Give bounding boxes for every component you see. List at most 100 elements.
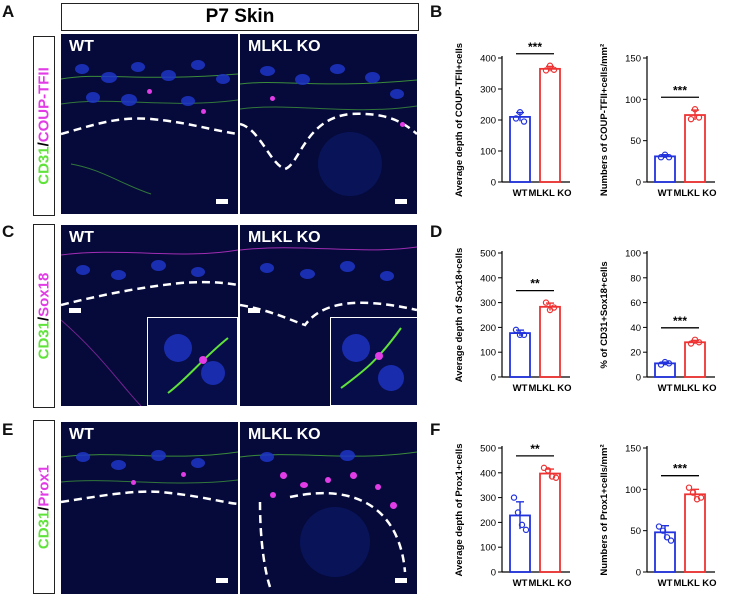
bar-ko: [684, 114, 706, 183]
y-tick-label: 40: [630, 323, 641, 334]
scale-bar: [395, 199, 407, 204]
y-tick-label: 500: [480, 444, 496, 455]
y-tick-label: 300: [480, 493, 496, 504]
y-tick-label: 0: [636, 568, 641, 579]
y-tick-label: 60: [630, 298, 641, 309]
row-marker-label-3: CD31/Prox1: [35, 464, 53, 550]
genotype-label: MLKL KO: [248, 38, 321, 55]
data-point: [667, 537, 675, 544]
tissue-texture: [61, 249, 238, 406]
data-point: [542, 67, 550, 74]
y-tick-label: 100: [480, 147, 496, 158]
significance-label: **: [530, 277, 540, 291]
y-tick-label: 100: [480, 348, 496, 359]
bar-wt: [509, 116, 531, 183]
bar-ko: [539, 67, 561, 183]
row-marker-box-2: CD31/Sox18: [33, 224, 55, 408]
tissue-texture: [240, 246, 417, 327]
data-point: [695, 339, 703, 346]
y-tick-label: 150: [625, 444, 641, 455]
data-point: [550, 66, 558, 73]
data-point: [685, 484, 693, 491]
data-point: [520, 118, 528, 125]
y-tick-label: 200: [480, 116, 496, 127]
y-tick-label: 400: [480, 54, 496, 65]
micrograph-c-ko: MLKL KO: [240, 225, 417, 406]
y-tick-label: 100: [480, 543, 496, 554]
micrograph-c-wt: WT: [61, 225, 238, 406]
significance-label: **: [530, 442, 540, 456]
inset-texture: [164, 334, 229, 394]
data-point: [520, 331, 528, 339]
x-tick-label: MLKL KO: [673, 578, 716, 589]
zoom-inset: [330, 317, 417, 406]
significance-label: ***: [673, 462, 687, 476]
y-tick-label: 300: [480, 85, 496, 96]
tissue-texture: [240, 451, 417, 588]
y-tick-label: 80: [630, 273, 641, 284]
row-marker-label-2: CD31/Sox18: [35, 272, 53, 360]
chart-f-count: Numbers of Prox1+cells/mm² 0 50 100 150 WT MLK…: [599, 444, 717, 590]
data-point: [510, 494, 518, 501]
data-point: [665, 153, 673, 161]
y-tick-label: 0: [636, 373, 641, 384]
data-point: [546, 62, 554, 69]
zoom-inset: [147, 317, 238, 406]
genotype-label: WT: [69, 229, 94, 246]
data-point: [687, 115, 695, 123]
x-tick-label: MLKL KO: [528, 383, 571, 394]
y-tick-label: 300: [480, 298, 496, 309]
data-point: [548, 473, 556, 480]
y-axis-label: Average depth of COUP-TFII+cells: [454, 43, 465, 197]
genotype-label: WT: [69, 426, 94, 443]
data-point: [661, 358, 669, 366]
data-point: [655, 523, 663, 530]
y-tick-label: 200: [480, 518, 496, 529]
data-point: [522, 526, 530, 534]
data-point: [518, 521, 526, 529]
y-tick-label: 400: [480, 273, 496, 284]
data-point: [550, 304, 558, 311]
y-tick-label: 0: [636, 178, 641, 189]
scale-bar: [69, 308, 81, 313]
genotype-label: MLKL KO: [248, 229, 321, 246]
y-tick-label: 500: [480, 249, 496, 260]
bar-ko: [684, 493, 706, 573]
genotype-label: WT: [69, 38, 94, 55]
data-point: [691, 106, 699, 113]
micrograph-e-ko: MLKL KO: [240, 422, 417, 594]
scale-bar: [395, 578, 407, 583]
scale-bar: [216, 578, 228, 583]
x-tick-label: WT: [658, 578, 673, 589]
x-tick-label: MLKL KO: [673, 188, 716, 199]
y-axis-label: Numbers of COUP-TFII+cells/mm²: [599, 44, 610, 196]
bar-ko: [684, 341, 706, 378]
bar-wt: [654, 155, 676, 183]
panel-label-b: B: [430, 2, 443, 21]
bar-wt: [509, 332, 531, 378]
data-point: [512, 326, 520, 334]
y-axis-label: Numbers of Prox1+cells/mm²: [599, 444, 610, 575]
y-tick-label: 200: [480, 323, 496, 334]
tissue-texture: [61, 451, 238, 506]
chart-b-count: Numbers of COUP-TFII+cells/mm² 0 50 100 150 W…: [599, 44, 717, 199]
y-axis-label: Average depth of Sox18+cells: [454, 248, 465, 383]
data-point: [663, 534, 671, 541]
data-point: [544, 467, 552, 474]
y-tick-label: 100: [625, 95, 641, 106]
scale-bar: [216, 199, 228, 204]
panel-label-a: A: [2, 2, 15, 21]
y-tick-label: 50: [630, 136, 641, 147]
data-point: [514, 509, 522, 516]
y-tick-label: 400: [480, 468, 496, 479]
bar-ko: [539, 305, 561, 378]
x-tick-label: MLKL KO: [528, 578, 571, 589]
scale-bar: [248, 308, 260, 313]
data-point: [689, 489, 697, 496]
panel-label-c: C: [2, 222, 15, 241]
x-tick-label: WT: [658, 383, 673, 394]
data-point: [552, 474, 560, 481]
data-point: [516, 331, 524, 339]
data-point: [687, 340, 695, 347]
micrograph-e-wt: WT: [61, 422, 238, 594]
